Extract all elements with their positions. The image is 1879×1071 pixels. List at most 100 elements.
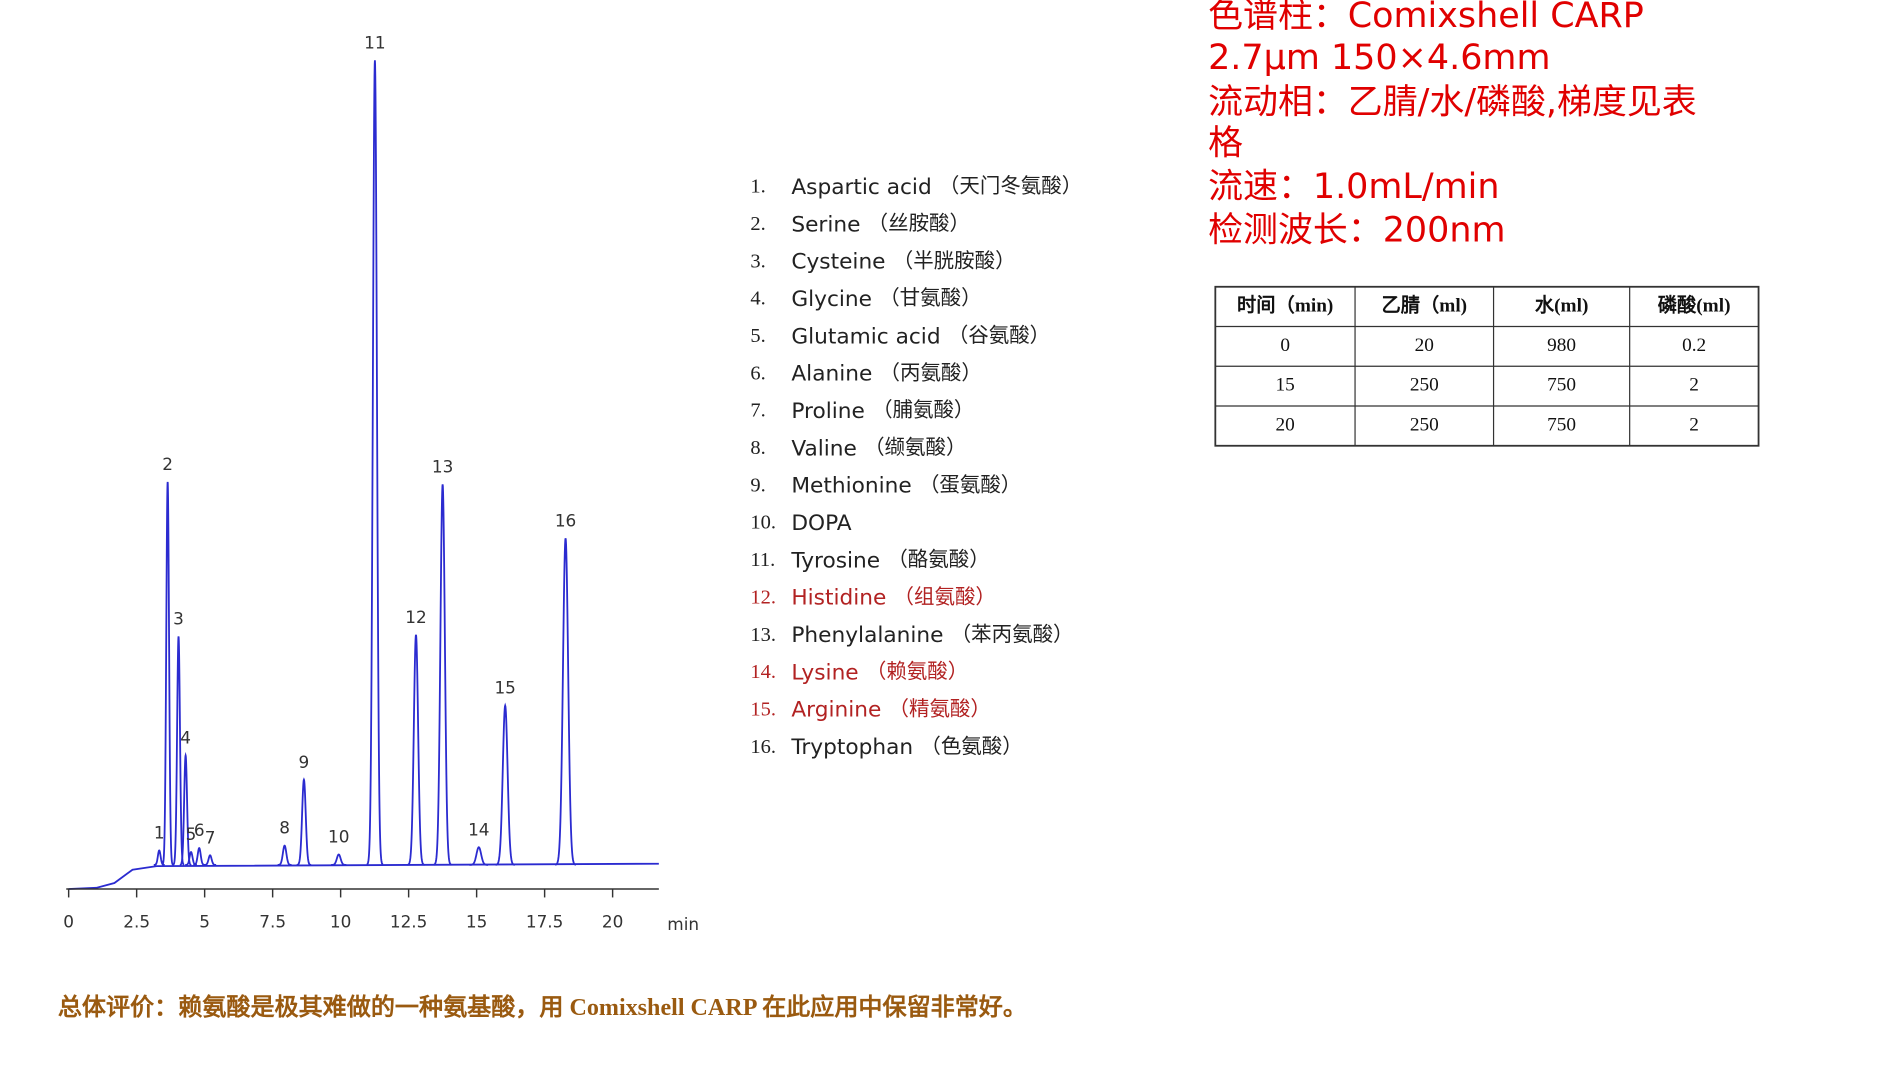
table-cell: 250 (1410, 375, 1439, 396)
table-header: 水(ml) (1535, 294, 1589, 317)
peak (433, 484, 452, 866)
peak (366, 60, 384, 866)
x-axis-unit: min (667, 914, 699, 934)
compound-number: 3. (750, 250, 765, 272)
condition-line: 色谱柱：Comixshell CARP (1208, 0, 1644, 36)
peak-label: 2 (162, 454, 173, 474)
table-cell: 750 (1547, 414, 1576, 435)
compound-cn: （色氨酸） (920, 735, 1022, 758)
compound-number: 10. (750, 512, 776, 534)
x-tick-label: 7.5 (259, 912, 286, 932)
compound-number: 15. (750, 698, 776, 720)
compound-cn: （丝胺酸） (868, 212, 970, 235)
condition-line: 流动相：乙腈/水/磷酸,梯度见表 (1208, 83, 1697, 123)
compound-cn: （苯丙氨酸） (951, 623, 1074, 646)
table-cell: 20 (1276, 414, 1295, 435)
peak (469, 846, 489, 866)
compound-cn: （蛋氨酸） (919, 473, 1021, 496)
compound-name: Valine (791, 436, 857, 461)
compound-number: 6. (750, 362, 765, 384)
compound-cn: （赖氨酸） (866, 660, 968, 683)
peak-label: 8 (279, 818, 290, 838)
table-cell: 20 (1415, 335, 1434, 356)
compound-name: Glycine (791, 287, 872, 312)
peak-label: 10 (328, 827, 349, 847)
table-cell: 15 (1276, 375, 1295, 396)
compound-number: 11. (750, 549, 775, 571)
compound-name: Proline (791, 399, 864, 424)
table-cell: 750 (1547, 375, 1576, 396)
peak (193, 846, 206, 866)
compound-cn: （精氨酸） (889, 697, 991, 720)
table-cell: 980 (1547, 335, 1576, 356)
compound-number: 16. (750, 736, 776, 758)
peak (161, 481, 174, 866)
compound-name: Tryptophan (790, 735, 913, 760)
peak-label: 4 (180, 728, 191, 748)
peak-label: 5 (186, 824, 197, 844)
peak-label: 14 (468, 819, 489, 839)
trace-baseline (68, 862, 659, 890)
compound-cn: （天门冬氨酸） (939, 175, 1082, 198)
compound-number: 1. (750, 176, 765, 198)
table-cell: 0 (1280, 335, 1290, 356)
compound-number: 8. (750, 437, 765, 459)
compound-name: Alanine (791, 362, 872, 387)
table-cell: 0.2 (1682, 335, 1706, 356)
compound-name: Glutamic acid (791, 324, 940, 349)
peak-label: 16 (555, 510, 576, 530)
compound-name: Lysine (791, 660, 858, 685)
compound-name: Cysteine (791, 250, 885, 275)
compound-name: Histidine (791, 586, 886, 611)
compound-number: 12. (750, 586, 776, 608)
peak (555, 538, 577, 866)
x-tick-label: 20 (602, 912, 623, 932)
x-tick-label: 12.5 (390, 912, 428, 932)
table-cell: 2 (1689, 375, 1699, 396)
compound-cn: （丙氨酸） (880, 361, 982, 384)
compound-name: Tyrosine (790, 548, 880, 573)
x-tick-label: 5 (199, 912, 210, 932)
peak (277, 844, 292, 866)
compound-cn: （酪氨酸） (887, 548, 989, 571)
compound-number: 13. (750, 624, 776, 646)
table-cell: 250 (1410, 414, 1439, 435)
peak (495, 702, 515, 866)
compound-number: 4. (750, 288, 765, 310)
compound-cn: （谷氨酸） (948, 324, 1050, 347)
peak (185, 851, 197, 866)
compound-cn: （组氨酸） (894, 585, 996, 608)
table-header: 乙腈（ml) (1381, 294, 1467, 317)
peak-label: 9 (299, 752, 310, 772)
table-header: 时间（min) (1237, 294, 1333, 317)
peak-label: 1 (154, 823, 165, 843)
compound-number: 9. (750, 474, 765, 496)
peak (296, 777, 312, 866)
compound-name: DOPA (791, 511, 851, 536)
x-tick-label: 10 (330, 912, 351, 932)
condition-line: 2.7μm 150×4.6mm (1208, 38, 1550, 78)
peak-label: 13 (432, 456, 453, 476)
compound-number: 2. (750, 213, 765, 235)
condition-line: 格 (1208, 124, 1243, 164)
compound-number: 14. (750, 661, 776, 683)
compound-name: Phenylalanine (791, 623, 943, 648)
x-tick-label: 0 (63, 912, 74, 932)
peak (331, 853, 347, 866)
peak-label: 7 (205, 827, 216, 847)
peak (407, 634, 425, 866)
peak-label: 15 (494, 678, 515, 698)
peak-label: 3 (173, 609, 184, 629)
compound-cn: （脯氨酸） (872, 399, 974, 422)
peak-label: 6 (194, 820, 205, 840)
compound-cn: （半胱胺酸） (893, 249, 1016, 272)
x-tick-label: 15 (466, 912, 487, 932)
peak (172, 636, 185, 866)
table-header: 磷酸(ml) (1658, 294, 1731, 317)
peak-label: 11 (364, 32, 385, 52)
peak-label: 12 (405, 607, 426, 627)
compound-name: Aspartic acid (791, 175, 931, 200)
conclusion: 总体评价：赖氨酸是极其难做的一种氨基酸，用 Comixshell CARP 在此… (58, 993, 1027, 1021)
x-tick-label: 2.5 (123, 912, 150, 932)
